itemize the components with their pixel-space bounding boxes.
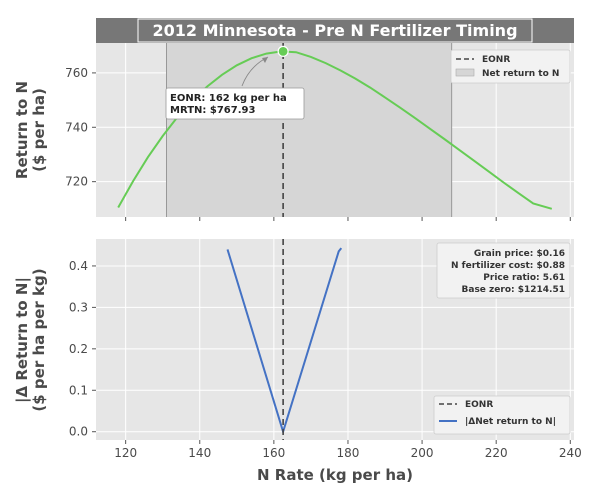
bottom-x-ticks: 120 140 160 180 200 220 240 bbox=[114, 440, 582, 460]
legend-delta-label: |ΔNet return to N| bbox=[465, 417, 556, 427]
legend-eonr-label: EONR bbox=[482, 55, 510, 65]
bottom-ylabel-line-1: |Δ Return to N| bbox=[13, 277, 32, 403]
annotation-line-2: MRTN: $767.93 bbox=[170, 105, 255, 116]
delta-return-line bbox=[226, 247, 343, 436]
x-axis-label: N Rate (kg per ha) bbox=[257, 466, 413, 484]
top-legend: EONR Net return to N bbox=[450, 49, 571, 84]
top-y-ticks: 720 740 760 bbox=[65, 66, 96, 189]
chart-title: 2012 Minnesota - Pre N Fertilizer Timing bbox=[152, 21, 517, 40]
y-tick-label: 0.0 bbox=[69, 425, 88, 439]
n-fertilizer-cost: N fertilizer cost: $0.88 bbox=[451, 261, 565, 271]
annotation-line-1: EONR: 162 kg per ha bbox=[170, 93, 287, 104]
bottom-legend: EONR |ΔNet return to N| bbox=[433, 395, 571, 435]
x-tick-label: 240 bbox=[559, 446, 582, 460]
y-tick-label: 0.1 bbox=[69, 383, 88, 397]
price-info-box: Grain price: $0.16 N fertilizer cost: $0… bbox=[436, 242, 571, 299]
bottom-ylabel-line-2: ($ per ha per kg) bbox=[30, 268, 48, 411]
y-tick-label: 0.3 bbox=[69, 300, 88, 314]
legend-box bbox=[433, 395, 571, 435]
x-tick-label: 140 bbox=[188, 446, 211, 460]
grain-price: Grain price: $0.16 bbox=[474, 249, 565, 259]
top-x-ticks bbox=[125, 217, 571, 221]
x-tick-label: 120 bbox=[114, 446, 137, 460]
arrow-head-icon bbox=[262, 57, 268, 63]
y-tick-label: 0.4 bbox=[69, 259, 88, 273]
info-box bbox=[436, 242, 571, 299]
y-tick-label: 0.2 bbox=[69, 342, 88, 356]
bottom-y-ticks: 0.0 0.1 0.2 0.3 0.4 bbox=[69, 259, 96, 439]
base-zero: Base zero: $1214.51 bbox=[462, 285, 565, 295]
price-ratio: Price ratio: 5.61 bbox=[483, 273, 565, 283]
y-tick-label: 760 bbox=[65, 66, 88, 80]
x-tick-label: 180 bbox=[337, 446, 360, 460]
eonr-point bbox=[277, 45, 289, 57]
y-tick-label: 740 bbox=[65, 120, 88, 134]
legend-eonr-label: EONR bbox=[465, 400, 493, 410]
eonr-annotation: EONR: 162 kg per ha MRTN: $767.93 bbox=[165, 87, 305, 120]
top-ylabel-line-1: Return to N bbox=[13, 81, 31, 179]
title-frame bbox=[137, 18, 533, 43]
net-return-band bbox=[166, 43, 452, 217]
x-tick-label: 220 bbox=[485, 446, 508, 460]
annotation-box bbox=[165, 87, 305, 120]
legend-band-label: Net return to N bbox=[482, 69, 559, 79]
x-tick-label: 200 bbox=[411, 446, 434, 460]
top-ylabel-line-2: ($ per ha) bbox=[30, 88, 48, 172]
legend-box bbox=[450, 49, 571, 84]
legend-band-swatch bbox=[455, 68, 475, 77]
y-tick-label: 720 bbox=[65, 175, 88, 189]
x-tick-label: 160 bbox=[262, 446, 285, 460]
